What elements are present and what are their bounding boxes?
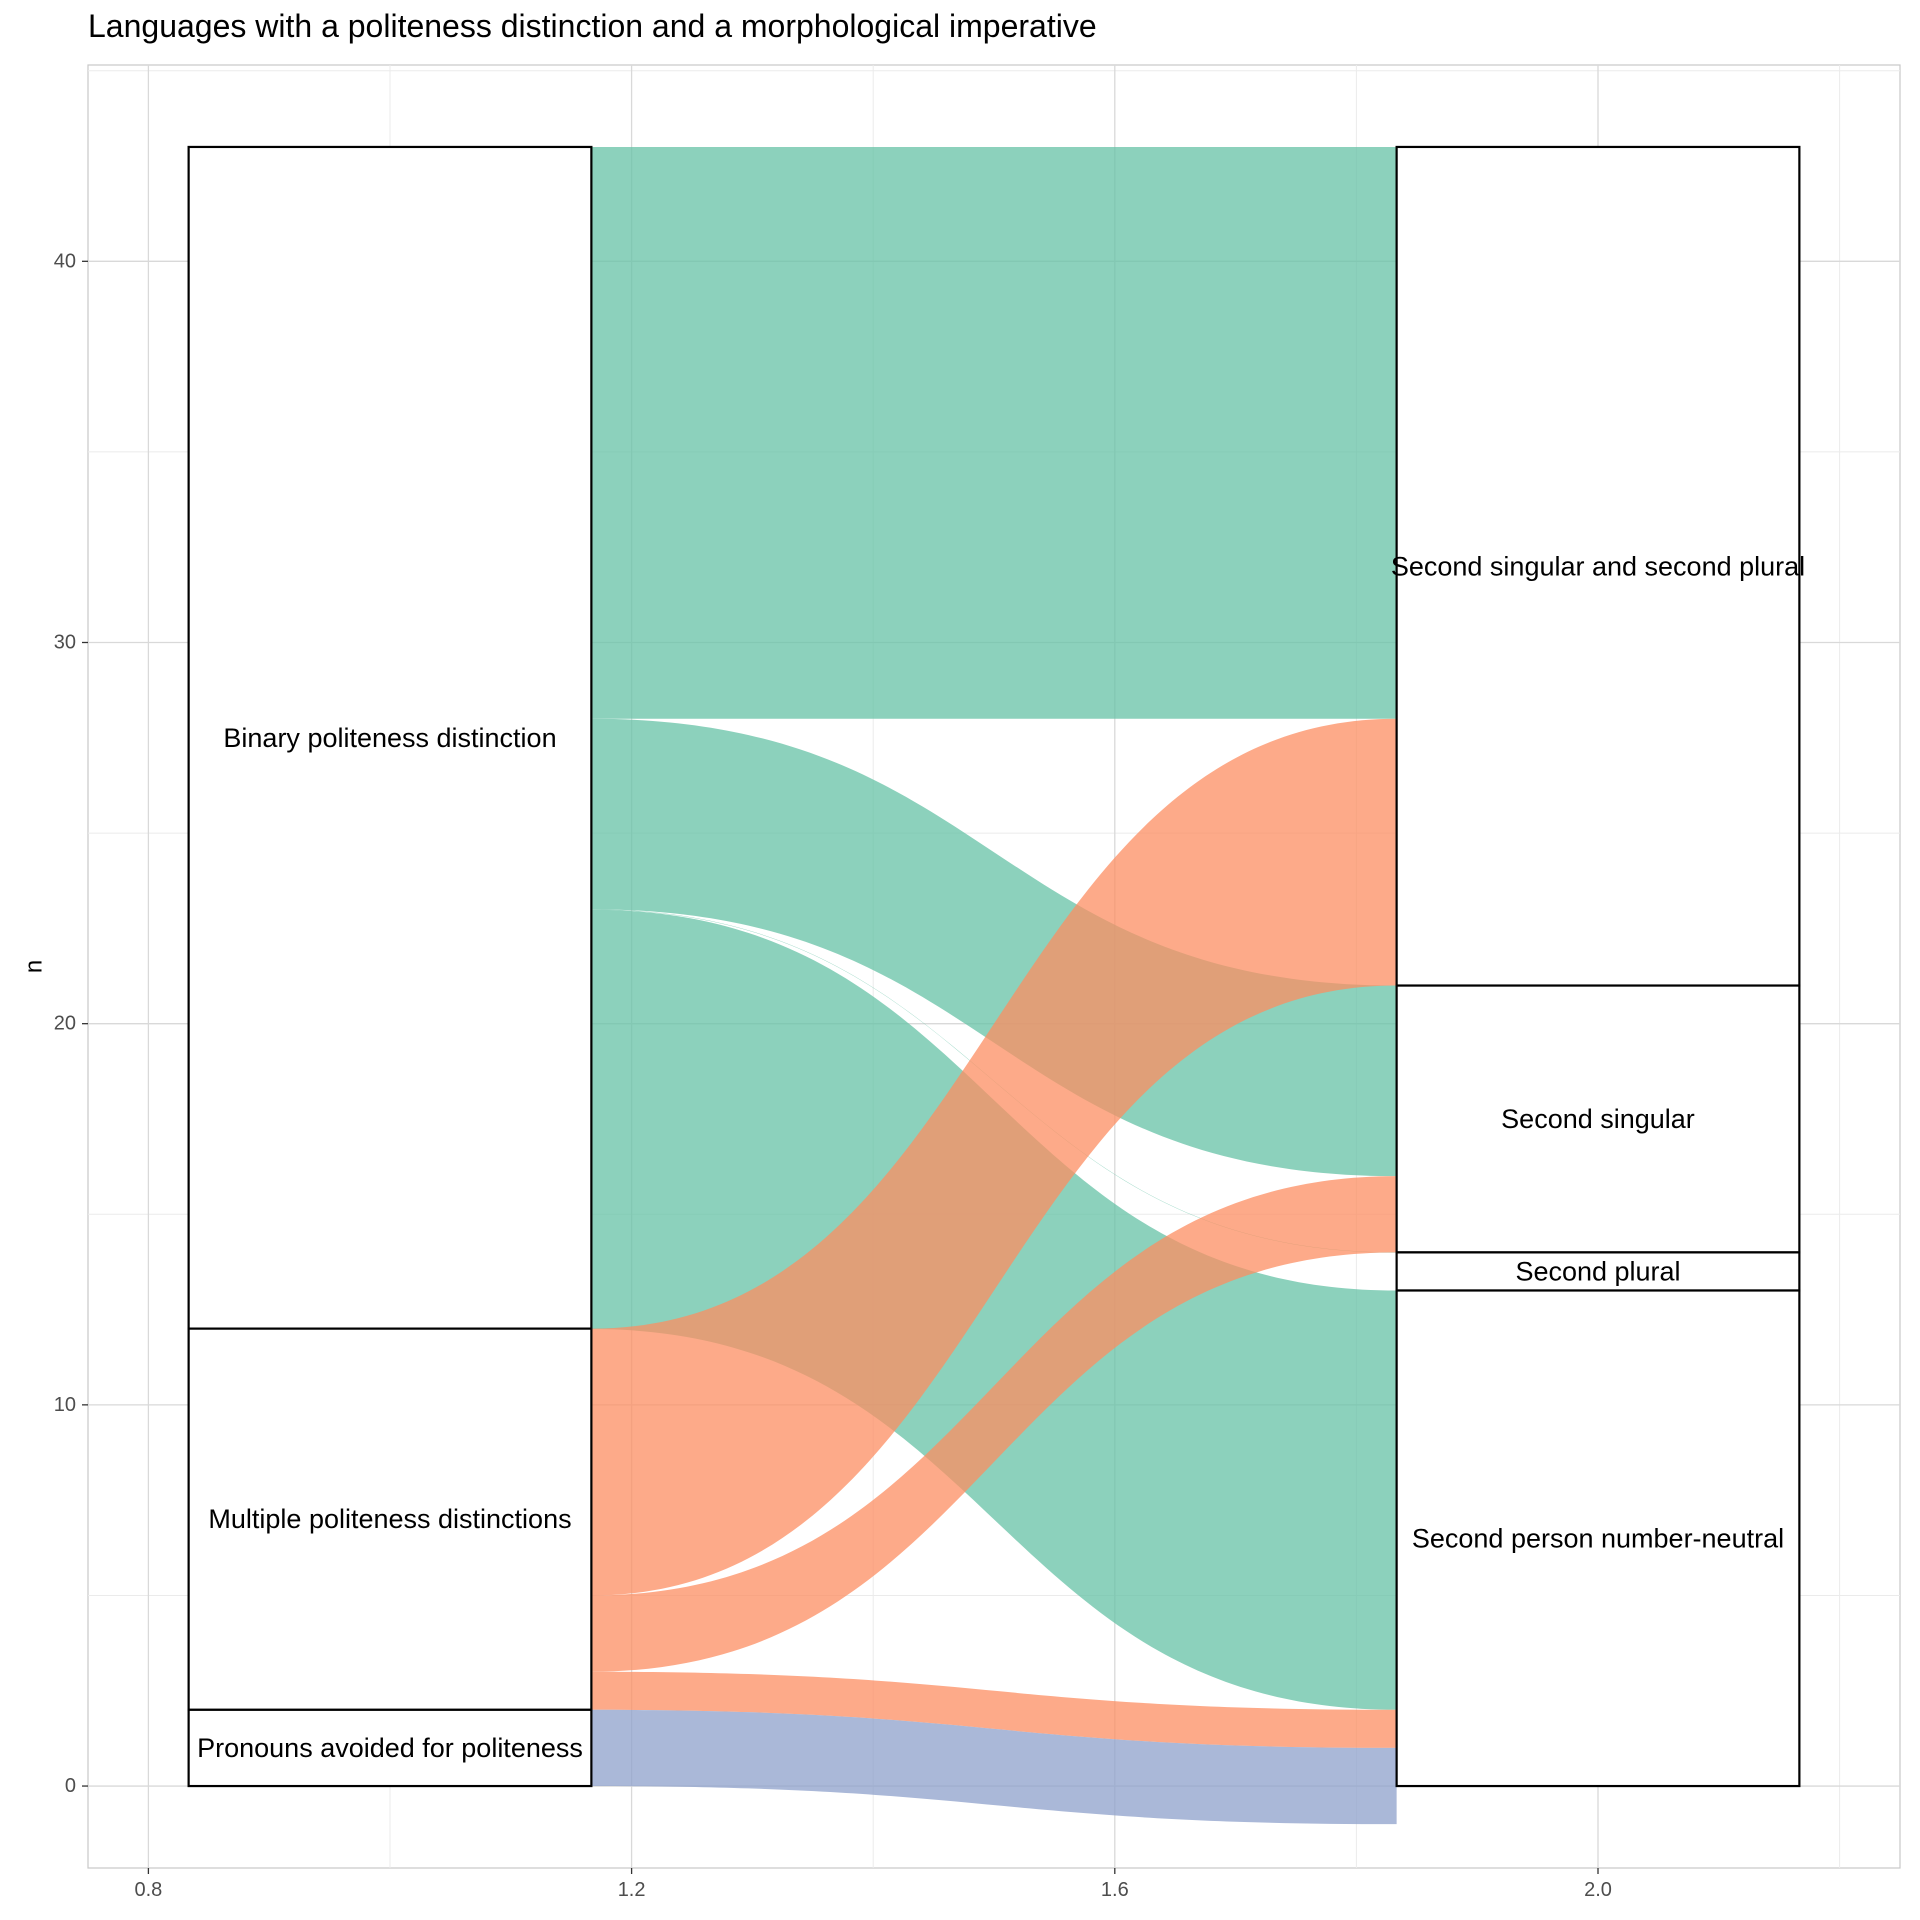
x-tick-label: 1.6 [1101,1879,1129,1901]
stratum-box-second-singular [1395,984,1801,1254]
flow-binary-politeness-distinction-to-second-singular-and-second-plural [591,146,1397,719]
x-tick-label: 1.2 [618,1879,646,1901]
stratum-box-multiple-politeness-distinctions [187,1327,593,1711]
flow-binary-politeness-distinction-to-second-person-number-neutral [591,909,1397,1710]
axis-layer: 0.8 1.2 1.6 2.0 0 10 20 30 40 n [21,250,1612,1901]
x-tick-label: 0.8 [134,1879,162,1901]
flow-multiple-politeness-distinctions-to-second-person-number-neutral [591,1671,1397,1748]
chart-title: Languages with a politeness distinction … [88,8,1097,44]
y-tick-label: 20 [54,1013,76,1035]
flow-multiple-politeness-distinctions-to-second-singular [591,1176,1397,1672]
y-tick-label: 30 [54,631,76,653]
stratum-box-second-plural [1395,1251,1801,1292]
stratum-label-second-plural: Second plural [1515,1256,1680,1286]
stratum-label-multiple-politeness-distinctions: Multiple politeness distinctions [208,1504,571,1534]
y-tick-label: 0 [65,1775,76,1797]
stratum-label-second-singular: Second singular [1501,1104,1695,1134]
flow-pronouns-avoided-for-politeness-to-second-person-number-neutral [591,1709,1397,1825]
stratum-box-second-singular-and-second-plural [1395,145,1801,987]
stratum-layer: Binary politeness distinction Multiple po… [187,145,1805,1788]
stratum-label-pronouns-avoided-for-politeness: Pronouns avoided for politeness [197,1733,583,1763]
stratum-label-binary-politeness-distinction: Binary politeness distinction [223,723,556,753]
y-axis-label: n [21,960,48,973]
y-tick-label: 40 [54,250,76,272]
y-tick-label: 10 [54,1394,76,1416]
stratum-label-second-singular-and-second-plural: Second singular and second plural [1391,551,1805,581]
flow-binary-politeness-distinction-to-second-singular [591,718,1397,1177]
flow-layer [591,146,1397,1825]
stratum-box-second-person-number-neutral [1395,1289,1801,1788]
x-tick-label: 2.0 [1584,1879,1612,1901]
stratum-box-binary-politeness-distinction [187,145,593,1330]
stratum-box-pronouns-avoided-for-politeness [187,1708,593,1788]
stratum-label-second-person-number-neutral: Second person number-neutral [1412,1523,1784,1553]
flow-multiple-politeness-distinctions-to-second-singular-and-second-plural [591,718,1397,1596]
